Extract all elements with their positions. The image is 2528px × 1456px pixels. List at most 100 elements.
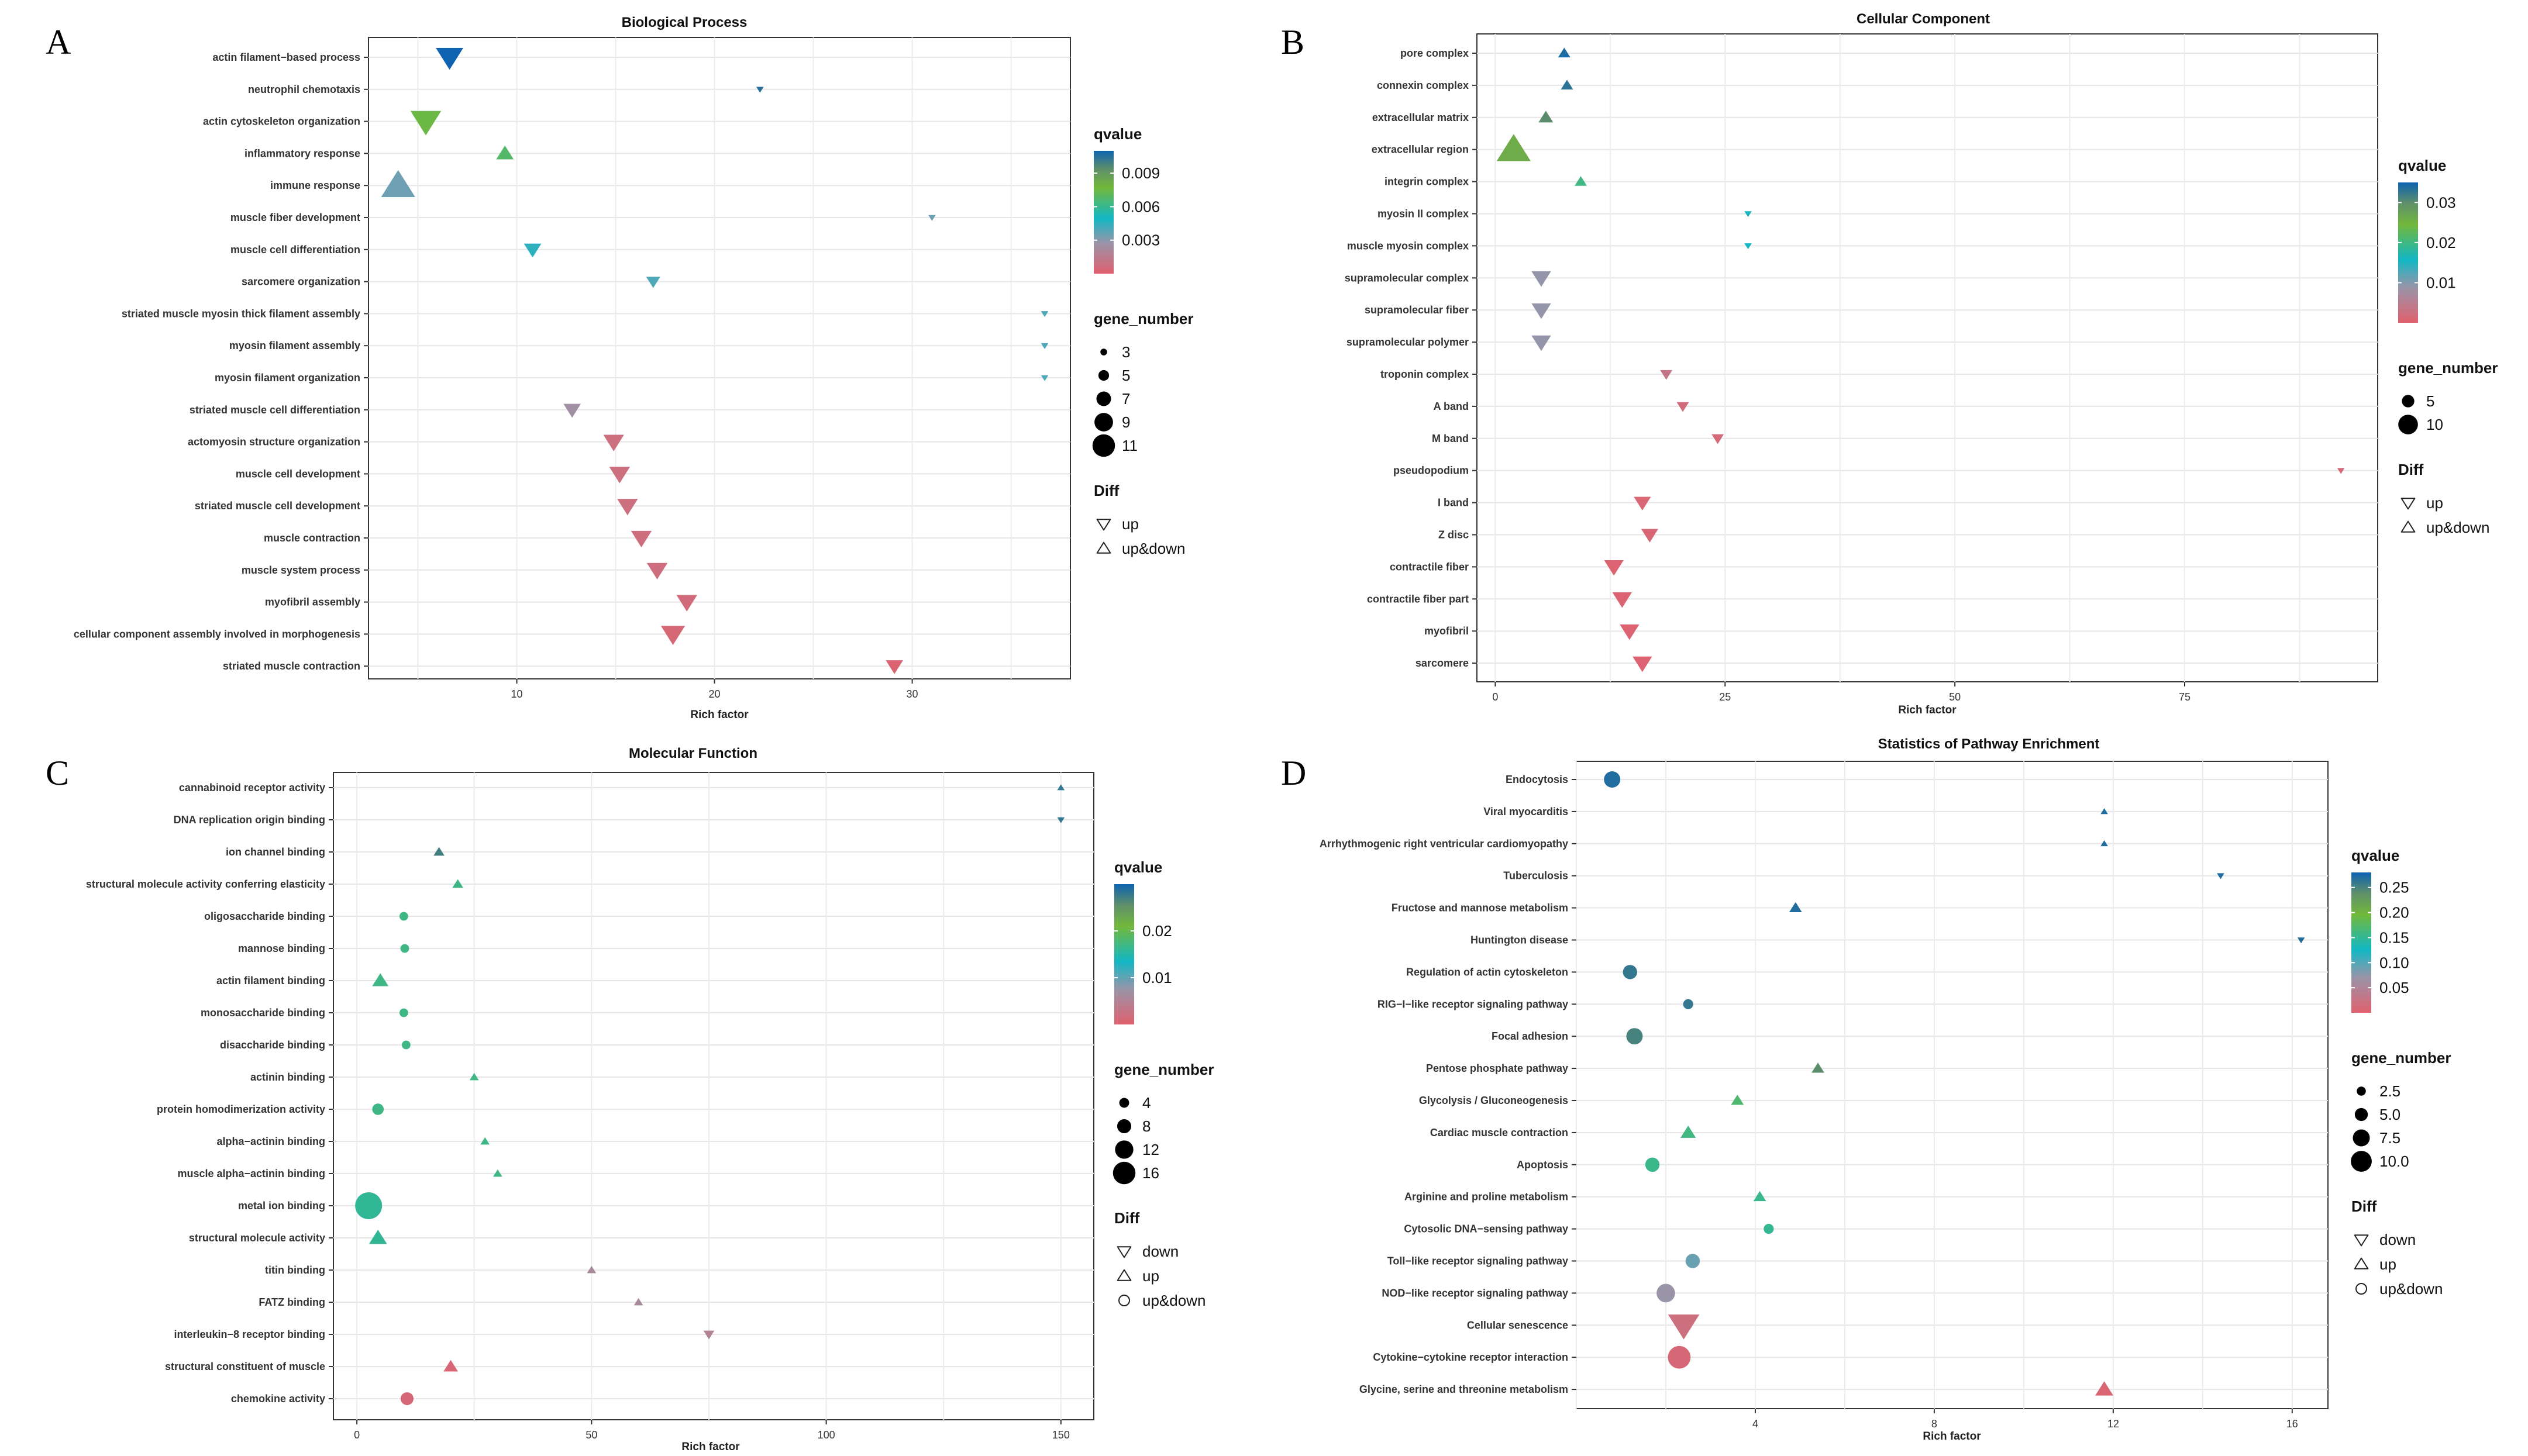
x-tick-label: 50 [585,1429,597,1441]
size-legend-label: 5 [1122,367,1130,384]
shape-legend-label: up&down [2379,1280,2443,1298]
data-point [2095,1381,2113,1396]
y-tick-label: FATZ binding [259,1296,325,1308]
size-legend-dot [2402,395,2415,408]
size-legend-dot [2398,415,2418,434]
y-tick-label: striated muscle cell differentiation [190,404,360,416]
colorbar-label: 0.05 [2379,979,2409,996]
size-legend-label: 16 [1142,1164,1159,1182]
y-tick-label: Viral myocarditis [1483,806,1568,817]
y-tick-label: myosin filament assembly [229,340,360,351]
shape-legend-label: up&down [1142,1292,1206,1309]
colorbar-label: 0.009 [1122,164,1160,182]
y-tick-label: myosin II complex [1377,208,1469,220]
data-point [2100,840,2108,847]
y-tick-label: muscle contraction [264,532,360,544]
y-tick-label: striated muscle contraction [223,660,360,672]
colorbar-label: 0.10 [2379,954,2409,971]
x-tick-label: 150 [1052,1429,1070,1441]
data-point [1531,271,1551,287]
x-tick-label: 10 [511,688,523,700]
data-point [1041,343,1049,349]
colorbar [1094,151,1114,274]
colorbar-label: 0.01 [1142,969,1172,986]
size-legend-label: 10.0 [2379,1153,2409,1170]
data-point [609,467,631,484]
panel-title-c: Molecular Function [629,746,757,761]
legend-title-diff: Diff [1094,482,1120,499]
y-tick-label: myosin filament organization [215,372,360,384]
data-point [2217,873,2224,879]
colorbar-label: 0.02 [2426,234,2456,251]
panel-title-a: Biological Process [622,15,748,30]
x-tick-label: 0 [1492,691,1498,703]
y-tick-label: Cytokine−cytokine receptor interaction [1373,1351,1568,1363]
size-legend-label: 8 [1142,1117,1151,1135]
shape-legend-label: down [2379,1231,2416,1248]
plot-area-a [368,37,1071,679]
legend-title-diff: Diff [2398,461,2424,478]
y-tick-label: metal ion binding [238,1200,325,1212]
plot-area-d [1576,761,2329,1409]
legend-title-diff: Diff [1114,1209,1140,1227]
shape-legend-label: up [1122,515,1139,533]
data-point [1057,784,1065,791]
data-point [443,1360,459,1372]
size-legend-label: 7.5 [2379,1129,2400,1147]
panel-letter-d: D [1281,754,1306,792]
legend-a: qvalue 0.003 0.006 0.009 gene_number 3 5 7 9 11 Di… [1092,125,1194,557]
panel-letter-b: B [1281,23,1304,61]
data-point [1676,402,1689,412]
y-tick-label: structural molecule activity conferring … [86,878,325,890]
size-legend-dot [2353,1129,2370,1147]
data-point [617,499,638,516]
y-tick-label: supramolecular polymer [1346,336,1469,348]
data-point [399,1008,408,1017]
shape-legend-symbol [1117,1246,1132,1258]
y-tick-label: contractile fiber part [1367,593,1469,605]
y-tick-label: myofibril assembly [265,596,360,608]
colorbar [1114,884,1134,1024]
plot-area-c [333,772,1094,1420]
y-tick-label: extracellular matrix [1372,112,1469,123]
data-point [1680,1125,1696,1138]
panel-letter-a: A [46,23,71,61]
x-tick-label: 4 [1752,1418,1758,1430]
colorbar-label: 0.006 [1122,198,1160,215]
data-point [433,847,445,856]
data-point [1561,80,1573,90]
data-point [372,1103,384,1115]
y-tick-label: titin binding [265,1264,325,1276]
data-point [400,944,409,953]
size-legend-label: 7 [1122,390,1130,408]
colorbar [2351,872,2371,1013]
y-tick-label: Glycolysis / Gluconeogenesis [1419,1095,1568,1106]
y-tick-label: cellular component assembly involved in … [74,628,360,640]
x-tick-label: 12 [2107,1418,2119,1430]
panel-d: D Statistics of Pathway Enrichment Endoc… [1281,736,2451,1443]
data-point [587,1265,597,1274]
y-tick-label: Arginine and proline metabolism [1404,1191,1568,1203]
y-tick-label: Glycine, serine and threonine metabolism [1359,1383,1568,1395]
shape-legend-label: up [2379,1255,2396,1273]
data-point [633,1298,643,1306]
x-tick-label: 75 [2179,691,2191,703]
plot-area-b [1476,33,2378,682]
panel-c: C Molecular Function cannabinoid recepto… [46,746,1214,1453]
data-point [1538,111,1554,123]
y-tick-label: inflammatory response [244,147,360,159]
y-tick-label: cannabinoid receptor activity [179,782,325,793]
colorbar-label: 0.15 [2379,929,2409,946]
shape-legend-label: up [1142,1267,1159,1285]
data-point [368,1229,387,1244]
data-point [603,434,624,451]
shape-legend-symbol [1096,541,1111,554]
y-tick-label: chemokine activity [231,1393,325,1405]
shape-legend-label: up [2426,494,2443,512]
data-point [886,660,904,674]
y-tick-label: sarcomere [1415,657,1469,669]
data-point [1641,529,1659,543]
data-point [1753,1191,1766,1202]
